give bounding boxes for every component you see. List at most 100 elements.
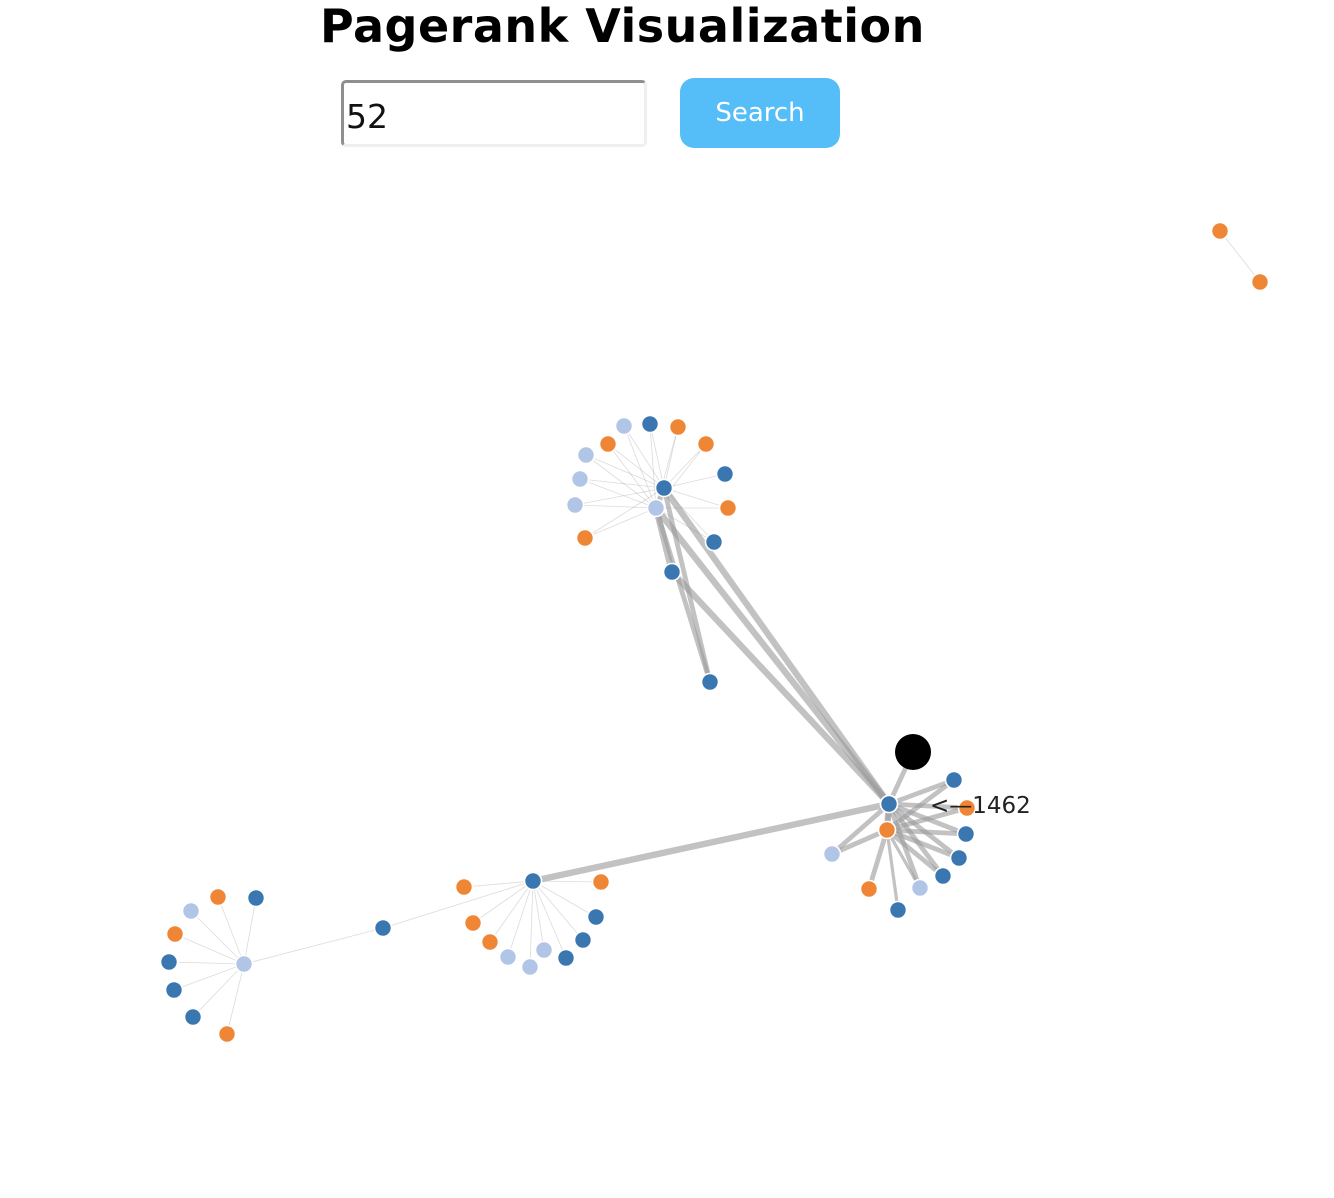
graph-link	[831, 827, 888, 857]
search-input[interactable]	[341, 80, 647, 147]
graph-link	[532, 880, 597, 918]
graph-link	[663, 443, 707, 489]
graph-link	[607, 443, 657, 509]
graph-link	[888, 777, 955, 807]
graph-link	[190, 910, 245, 965]
graph-node[interactable]	[234, 954, 254, 974]
graph-node[interactable]	[181, 901, 201, 921]
graph-link	[579, 478, 665, 489]
search-button[interactable]: Search	[680, 78, 840, 148]
graph-node[interactable]	[879, 794, 899, 814]
graph-node[interactable]	[208, 887, 228, 907]
graph-link	[463, 880, 534, 888]
graph-node[interactable]	[718, 498, 738, 518]
links-layer	[168, 230, 1261, 1035]
graph-node[interactable]	[654, 478, 674, 498]
graph-node[interactable]	[164, 980, 184, 1000]
graph-link	[663, 473, 726, 489]
graph-node[interactable]	[944, 770, 964, 790]
graph-link	[579, 478, 657, 509]
graph-link	[885, 829, 922, 889]
graph-link	[655, 507, 715, 543]
graph-node[interactable]	[586, 907, 606, 927]
graph-link	[669, 569, 892, 807]
highlighted-node[interactable]	[895, 734, 931, 770]
graph-node[interactable]	[933, 866, 953, 886]
graph-node[interactable]	[822, 844, 842, 864]
graph-link	[532, 880, 567, 959]
graph-link	[243, 927, 384, 965]
graph-node[interactable]	[165, 924, 185, 944]
graph-node[interactable]	[614, 416, 634, 436]
graph-node[interactable]	[463, 913, 483, 933]
graph-node[interactable]	[700, 672, 720, 692]
graph-link	[886, 827, 960, 861]
graph-link	[663, 487, 729, 509]
graph-node[interactable]	[598, 434, 618, 454]
graph-link	[655, 443, 707, 509]
graph-link	[652, 507, 676, 573]
graph-node[interactable]	[576, 445, 596, 465]
graph-node[interactable]	[523, 871, 543, 891]
graph-link	[623, 425, 665, 489]
graph-node[interactable]	[910, 878, 930, 898]
graph-link	[885, 778, 956, 832]
graph-link	[1219, 230, 1261, 283]
graph-node[interactable]	[704, 532, 724, 552]
graph-link	[584, 507, 657, 539]
graph-node[interactable]	[520, 957, 540, 977]
graph-link	[574, 504, 657, 509]
graph-node[interactable]	[877, 820, 897, 840]
graph-node[interactable]	[183, 1007, 203, 1027]
graph-node[interactable]	[498, 947, 518, 967]
graph-link	[885, 829, 900, 911]
graph-node[interactable]	[373, 918, 393, 938]
graph-node[interactable]	[217, 1024, 237, 1044]
graph-link	[472, 880, 534, 924]
graph-link	[649, 423, 665, 489]
graph-node[interactable]	[565, 495, 585, 515]
graph-node[interactable]	[480, 932, 500, 952]
graph-node[interactable]	[570, 469, 590, 489]
graph-node[interactable]	[246, 888, 266, 908]
graph-node[interactable]	[1210, 221, 1230, 241]
graph-link	[888, 801, 968, 811]
graph-node[interactable]	[957, 798, 977, 818]
graph-node[interactable]	[715, 464, 735, 484]
graph-node[interactable]	[662, 562, 682, 582]
graph-node[interactable]	[696, 434, 716, 454]
graph-node[interactable]	[646, 498, 666, 518]
graph-link	[886, 805, 968, 833]
graph-node[interactable]	[573, 930, 593, 950]
graph-node[interactable]	[888, 900, 908, 920]
graph-node[interactable]	[575, 528, 595, 548]
graph-link	[382, 880, 534, 929]
graph-node[interactable]	[949, 848, 969, 868]
graph-link	[653, 506, 892, 806]
graph-link	[532, 880, 602, 883]
graph-link	[168, 961, 245, 965]
graph-node[interactable]	[159, 952, 179, 972]
graph-link	[585, 454, 665, 489]
graph-link	[886, 827, 967, 837]
graph-link	[866, 829, 890, 890]
graph-node[interactable]	[859, 879, 879, 899]
graph-node[interactable]	[668, 417, 688, 437]
graph-node[interactable]	[1250, 272, 1270, 292]
graph-link	[663, 426, 679, 489]
graph-link	[574, 487, 665, 506]
graph-node[interactable]	[591, 872, 611, 892]
graph-node[interactable]	[640, 414, 660, 434]
graph-link	[663, 487, 715, 543]
page-title: Pagerank Visualization	[320, 0, 925, 53]
node-label: <—1462	[930, 793, 1031, 819]
graph-link	[532, 880, 545, 951]
graph-link	[173, 963, 245, 991]
graph-link	[507, 880, 534, 958]
graph-link	[649, 423, 657, 509]
graph-node[interactable]	[956, 824, 976, 844]
graph-node[interactable]	[556, 948, 576, 968]
graph-node[interactable]	[454, 877, 474, 897]
graph-node[interactable]	[534, 940, 554, 960]
